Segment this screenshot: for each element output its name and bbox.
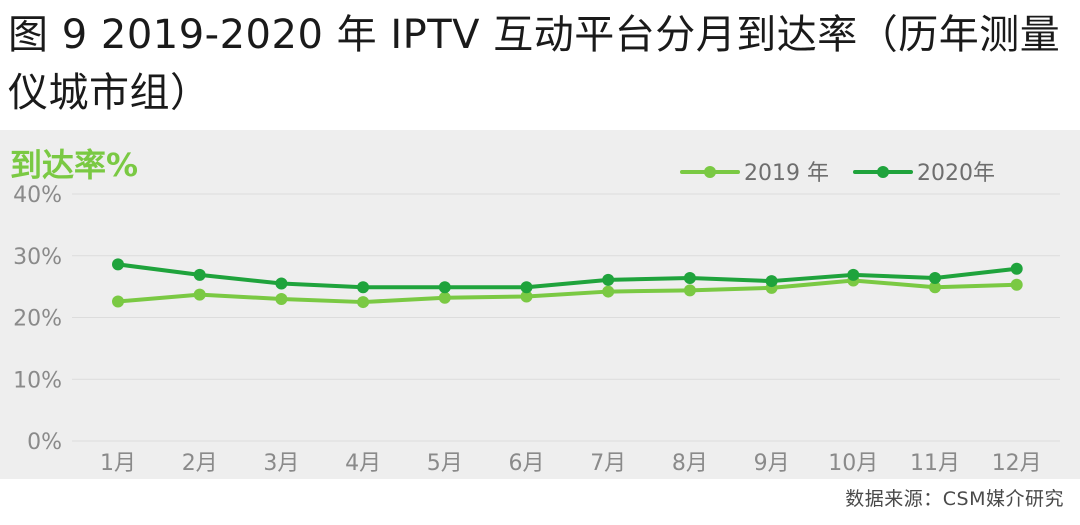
legend-swatch-marker — [877, 166, 889, 178]
y-axis-ticks: 0% 10% 20% 30% 40% — [13, 183, 62, 455]
y-tick-label: 40% — [13, 183, 62, 208]
data-point — [1010, 262, 1023, 275]
x-tick-label: 3月 — [263, 451, 299, 476]
y-tick-label: 30% — [13, 245, 62, 270]
data-point — [275, 292, 288, 305]
data-point — [438, 281, 451, 294]
data-point — [683, 271, 696, 284]
gridlines — [72, 193, 1060, 442]
x-tick-label: 8月 — [672, 451, 708, 476]
series-line-1 — [116, 262, 1019, 290]
data-point — [520, 290, 533, 303]
data-point — [357, 281, 370, 294]
y-axis-label: 到达率% — [10, 146, 138, 184]
data-point — [765, 275, 778, 288]
legend-label: 2020年 — [917, 161, 995, 186]
data-point — [438, 291, 451, 304]
chart-panel: 0% 10% 20% 30% 40% 1月 2月 3月 4月 5月 6月 7月 8月 9月 10月 11月 1… — [0, 130, 1080, 479]
x-tick-label: 10月 — [828, 451, 878, 476]
data-source-note: 数据来源：CSM媒介研究 — [845, 488, 1064, 510]
x-tick-label: 2月 — [182, 451, 218, 476]
x-tick-label: 1月 — [100, 451, 136, 476]
data-point — [193, 288, 206, 301]
data-point — [929, 271, 941, 284]
data-point — [602, 273, 615, 286]
data-point — [112, 295, 124, 308]
line-chart: 0%10%20%30%40% 1月 2月 3月 4月 5月 6月 7月 8月 9月 10月 11月 1… — [0, 130, 1080, 479]
x-tick-label: 11月 — [910, 451, 960, 476]
data-point — [357, 296, 370, 309]
x-tick-label: 4月 — [345, 451, 381, 476]
x-tick-label: 5月 — [427, 451, 463, 476]
data-point — [683, 284, 696, 297]
plot-background — [0, 130, 1080, 479]
legend: 2019 年 2020年 — [680, 161, 995, 186]
y-tick-label: 0% — [27, 430, 62, 455]
data-point — [520, 281, 533, 294]
x-tick-label: 12月 — [992, 451, 1042, 476]
y-tick-label: 20% — [13, 307, 62, 332]
x-tick-label: 7月 — [590, 451, 626, 476]
chart-title: 图 9 2019-2020 年 IPTV 互动平台分月到达率（历年测量仪城市组） — [8, 12, 1061, 116]
legend-label: 2019 年 — [744, 161, 829, 186]
data-series — [112, 258, 1023, 309]
x-tick-label: 6月 — [509, 451, 545, 476]
data-point — [929, 281, 941, 294]
data-point — [112, 258, 124, 271]
series-line-0 — [116, 278, 1019, 305]
data-point — [602, 285, 615, 298]
data-point — [193, 268, 206, 281]
data-point — [1010, 278, 1023, 291]
x-tick-label: 9月 — [754, 451, 790, 476]
legend-swatch-marker — [704, 166, 716, 178]
x-axis-ticks: 1月 2月 3月 4月 5月 6月 7月 8月 9月 10月 11月 12月 — [100, 451, 1042, 476]
y-tick-label: 10% — [13, 368, 62, 393]
data-point — [847, 268, 860, 281]
data-point — [275, 277, 288, 290]
